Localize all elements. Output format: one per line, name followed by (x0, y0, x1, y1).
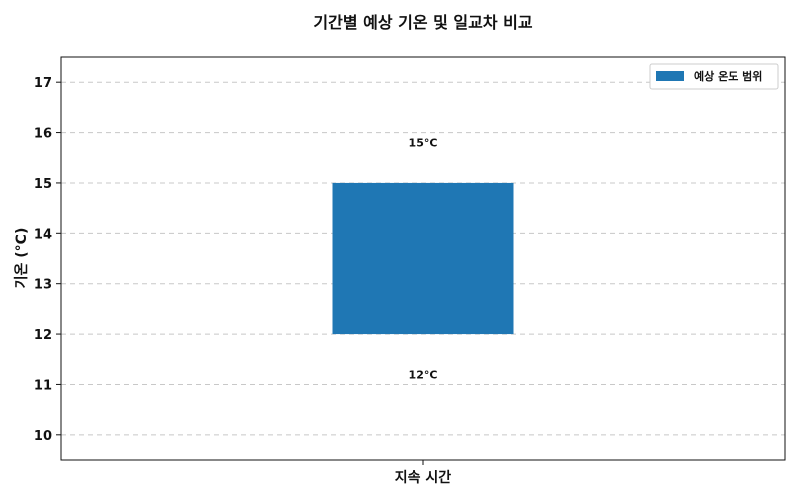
temperature-range-bar (332, 182, 514, 335)
legend-box (649, 63, 779, 90)
legend-swatch (656, 71, 684, 81)
chart-title: 기간별 예상 기온 및 일교차 비교 (313, 13, 532, 32)
legend-label: 예상 온도 범위 (694, 69, 762, 83)
high-value-label: 15°C (409, 137, 438, 150)
y-tick-label: 10 (34, 429, 52, 444)
y-tick-label: 13 (34, 278, 52, 293)
low-value-label: 12°C (409, 368, 438, 381)
y-tick-label: 16 (34, 127, 52, 142)
y-tick-label: 17 (34, 76, 52, 91)
y-tick-label: 12 (34, 328, 52, 343)
bars (332, 182, 514, 335)
data-labels: 15°C 12°C (409, 137, 438, 382)
y-tick-label: 15 (34, 177, 52, 192)
x-axis-label: 지속 시간 (395, 469, 452, 486)
legend: 예상 온도 범위 (649, 63, 779, 90)
y-axis-label: 기온 (°C) (14, 228, 30, 289)
y-tick-label: 14 (34, 227, 52, 242)
y-tick-label: 11 (34, 378, 52, 393)
y-axis-ticks: 10 11 12 13 14 15 16 17 (34, 76, 61, 444)
